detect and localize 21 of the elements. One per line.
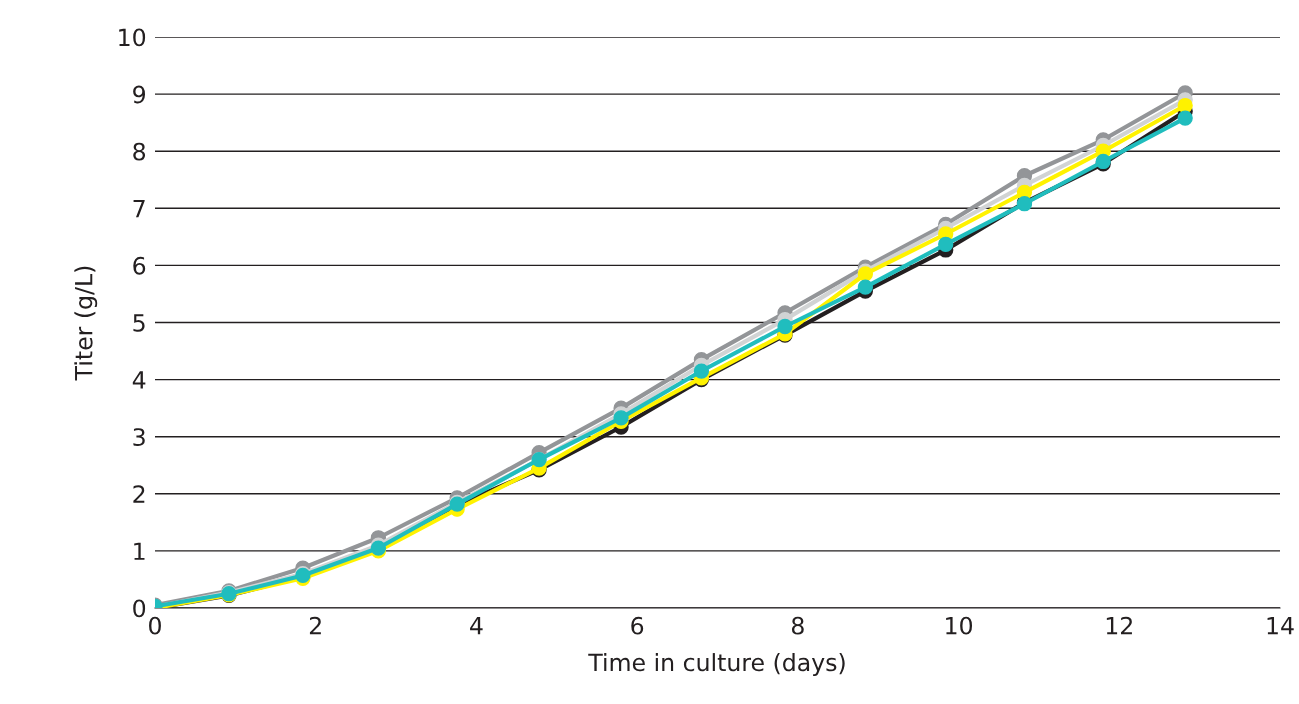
y-tick-label: 9 <box>133 85 146 104</box>
x-tick-label: 8 <box>791 616 804 635</box>
y-tick-label: 8 <box>133 142 146 161</box>
x-tick-label: 6 <box>631 616 644 635</box>
x-tick-label: 2 <box>309 616 321 635</box>
y-tick-label: 10 <box>119 28 146 47</box>
y-tick-label: 5 <box>133 314 145 332</box>
x-tick-label: 4 <box>470 617 483 635</box>
x-tick-label: 0 <box>149 616 161 635</box>
y-tick-label: 2 <box>133 485 145 503</box>
x-tick-label: 14 <box>1267 617 1294 635</box>
x-tick-label: 12 <box>1106 616 1132 635</box>
x-axis-title: Time in culture (days) <box>588 653 845 676</box>
x-tick-label: 10 <box>946 616 973 635</box>
y-tick-label: 6 <box>133 256 146 275</box>
y-tick-label: 0 <box>133 599 146 618</box>
y-tick-label: 3 <box>133 428 145 447</box>
y-axis-title: Titer (g/L) <box>74 266 98 381</box>
y-tick-label: 4 <box>132 371 146 389</box>
y-tick-label: 1 <box>134 542 145 560</box>
y-tick-label: 7 <box>133 200 145 218</box>
